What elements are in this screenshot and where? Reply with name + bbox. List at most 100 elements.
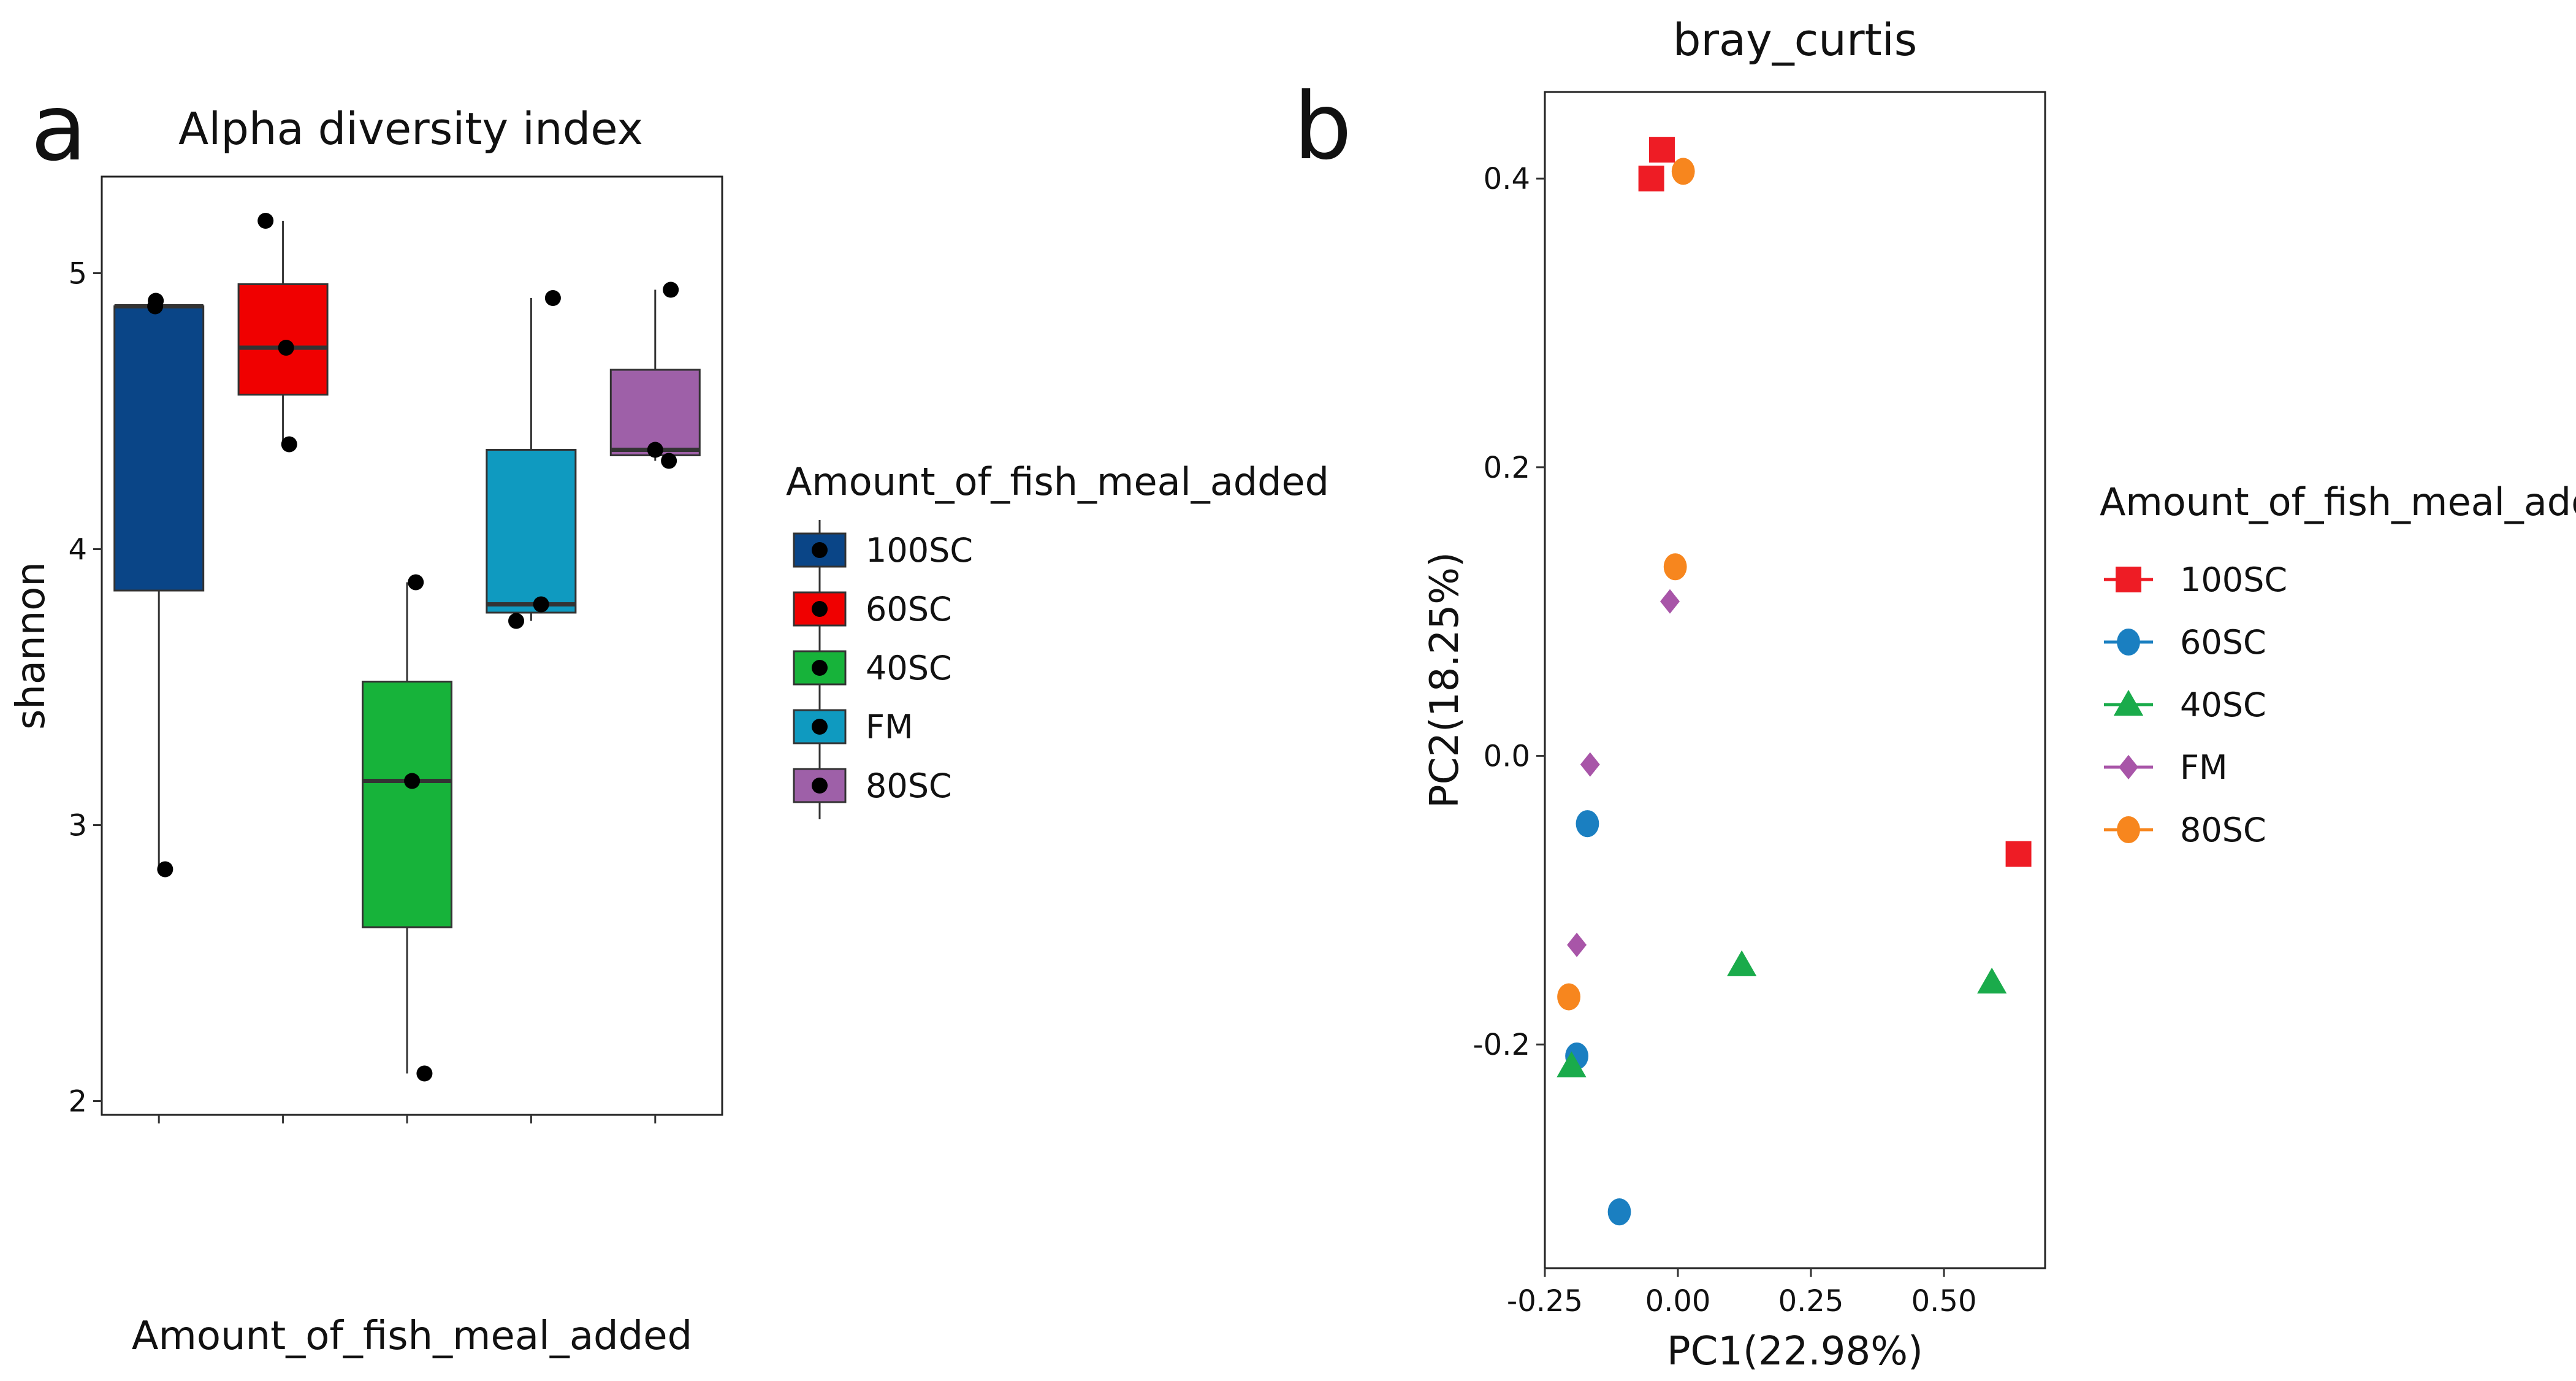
legend-item-60sc: 60SC — [2104, 623, 2266, 662]
legend-label: FM — [2180, 748, 2228, 787]
legend-key-point — [812, 542, 828, 558]
legend-label: 80SC — [866, 767, 952, 805]
legend-item-fm: FM — [793, 697, 913, 760]
x-tick-label: 0.00 — [1645, 1284, 1711, 1318]
chart-a-x-axis-title: Amount_of_fish_meal_added — [132, 1314, 693, 1359]
legend-item-100sc: 100SC — [2104, 560, 2287, 599]
legend-key-marker — [2117, 816, 2140, 844]
legend-item-60sc: 60SC — [793, 579, 952, 643]
legend-item-100sc: 100SC — [793, 520, 973, 584]
scatter-point — [1580, 752, 1600, 777]
y-tick-label: 5 — [68, 257, 87, 291]
scatter-point — [1557, 1051, 1587, 1077]
legend-label: 100SC — [866, 531, 973, 570]
legend-key-marker — [2113, 689, 2144, 716]
chart-b-x-axis-title: PC1(22.98%) — [1667, 1329, 1923, 1374]
box-group-100sc — [113, 293, 205, 878]
legend-key-point — [812, 601, 828, 617]
chart-b-title: bray_curtis — [1673, 14, 1918, 66]
panel-b-letter: b — [1294, 74, 1352, 180]
y-tick-label: 2 — [68, 1085, 87, 1119]
y-tick-label: 0.4 — [1484, 162, 1530, 196]
box-point — [278, 340, 294, 356]
box-point — [257, 213, 274, 229]
chart-a-title: Alpha diversity index — [178, 103, 643, 155]
legend-label: 100SC — [2180, 560, 2287, 599]
legend-key-marker — [2117, 628, 2140, 656]
box-body — [609, 369, 701, 456]
x-tick-label: 0.50 — [1911, 1284, 1977, 1318]
box-point — [281, 436, 297, 453]
legend-label: FM — [866, 708, 913, 746]
chart-a-y-ticks: 2 3 4 5 — [68, 257, 102, 1119]
scatter-point — [1671, 158, 1695, 185]
legend-key-point — [812, 719, 828, 735]
scatter-point — [1663, 553, 1687, 581]
box-point — [408, 574, 424, 591]
chart-b-legend: 100SC 60SC 40SC FM 80SC — [2104, 560, 2287, 849]
box-point — [533, 596, 549, 613]
x-tick-label: 0.25 — [1778, 1284, 1844, 1318]
chart-b-y-ticks: -0.2 0.0 0.2 0.4 — [1473, 162, 1545, 1062]
series-fm — [1567, 589, 1680, 957]
y-tick-label: 3 — [68, 809, 87, 843]
box-point — [157, 861, 173, 878]
series-80sc — [1557, 158, 1695, 1011]
legend-label: 80SC — [2180, 811, 2266, 849]
box-group-40sc — [362, 574, 452, 1082]
chart-b-x-ticks: -0.25 0.00 0.25 0.50 — [1507, 1268, 1977, 1318]
legend-key-box — [793, 768, 847, 803]
legend-label: 40SC — [2180, 686, 2266, 724]
legend-item-40sc: 40SC — [793, 638, 952, 702]
chart-b-y-axis-title: PC2(18.25%) — [1422, 552, 1468, 808]
box-body — [486, 449, 577, 614]
y-tick-label: 4 — [68, 533, 87, 567]
chart-b-plot-area — [1544, 91, 2046, 1269]
x-tick-label: -0.25 — [1507, 1284, 1583, 1318]
scatter-point — [1607, 1198, 1631, 1226]
scatter-point — [1977, 967, 2007, 994]
y-tick-label: 0.2 — [1484, 451, 1530, 485]
y-tick-label: -0.2 — [1473, 1028, 1530, 1062]
chart-a-y-axis-title: shannon — [9, 562, 54, 730]
chart-b-legend-title: Amount_of_fish_meal_added — [2100, 480, 2576, 524]
box-group-80sc — [609, 281, 701, 469]
box-body — [362, 681, 452, 928]
series-40sc — [1557, 950, 2007, 1077]
box-body — [113, 305, 205, 592]
box-point — [416, 1065, 433, 1082]
box-group-60sc — [237, 213, 329, 453]
series-100sc — [1638, 137, 2032, 867]
box-point — [508, 613, 525, 629]
legend-key-marker — [2116, 567, 2141, 592]
box-point — [663, 281, 679, 298]
chart-a-legend: 100SC 60SC 40SC FM 80SC — [793, 520, 973, 819]
scatter-point — [1727, 950, 1757, 976]
legend-label: 40SC — [866, 649, 952, 687]
legend-key-box — [793, 709, 847, 744]
box-point — [147, 298, 164, 315]
box-group-fm — [486, 290, 577, 629]
legend-item-80sc: 80SC — [793, 756, 952, 819]
legend-label: 60SC — [2180, 623, 2266, 662]
legend-key-marker — [2119, 755, 2138, 779]
chart-a-x-ticks — [158, 1115, 657, 1123]
box-point — [647, 442, 663, 458]
box-point — [404, 773, 421, 789]
legend-key-point — [812, 660, 828, 676]
legend-label: 60SC — [866, 590, 952, 629]
chart-a-legend-title: Amount_of_fish_meal_added — [786, 459, 1329, 504]
legend-item-80sc: 80SC — [2104, 811, 2266, 849]
y-tick-label: 0.0 — [1484, 740, 1530, 774]
scatter-point — [1638, 166, 1664, 192]
legend-item-fm: FM — [2104, 748, 2228, 787]
scatter-point — [2005, 841, 2032, 867]
box-point — [544, 290, 561, 306]
chart-a-boxes — [113, 213, 701, 1082]
panel-a-letter: a — [31, 75, 87, 182]
legend-key-point — [812, 778, 828, 794]
scatter-point — [1576, 810, 1599, 838]
scatter-point — [1660, 589, 1680, 614]
chart-b-points — [1557, 137, 2032, 1226]
